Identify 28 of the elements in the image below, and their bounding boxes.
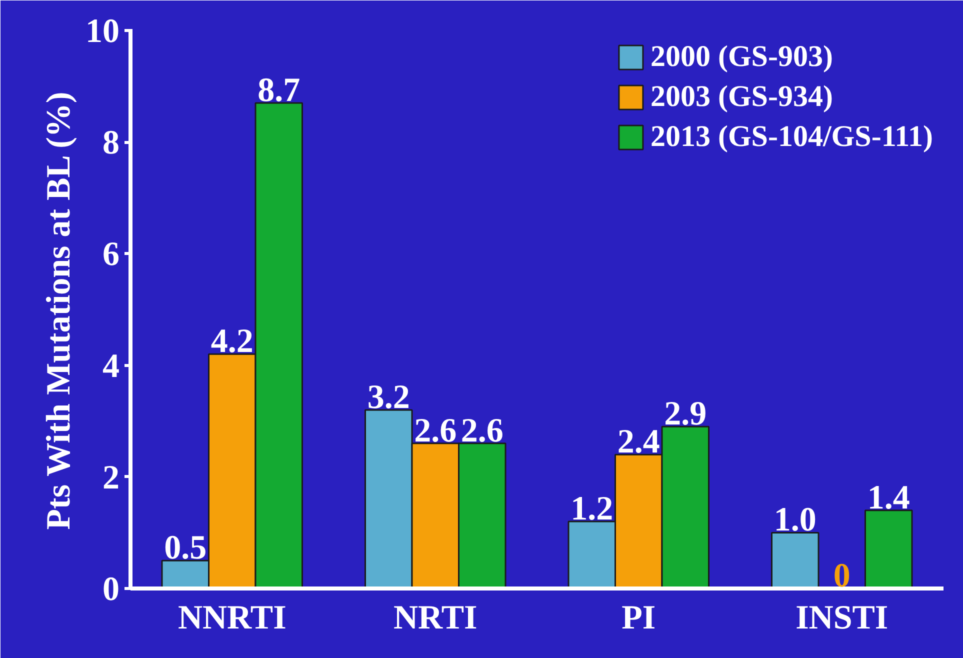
y-axis-title: Pts With Mutations at BL (%): [40, 92, 78, 530]
data-label: 2.6: [414, 412, 457, 450]
y-tick-label: 6: [102, 236, 120, 274]
legend-label: 2013 (GS-104/GS-111): [650, 120, 933, 154]
data-label: 1.0: [774, 502, 816, 539]
x-tick-label: INSTI: [796, 600, 888, 636]
data-label: 2.9: [664, 396, 707, 433]
data-label: 8.7: [258, 72, 300, 110]
data-label: 1.2: [570, 490, 614, 528]
data-label: 2.4: [617, 424, 660, 461]
legend-label: 2000 (GS-903): [650, 40, 833, 74]
x-tick-label: PI: [622, 600, 656, 636]
y-tick-label: 0: [102, 571, 120, 608]
x-tick-label: NNRTI: [178, 600, 286, 636]
data-label: 3.2: [367, 378, 410, 416]
data-label: 2.6: [460, 412, 504, 450]
bar: [864, 510, 913, 588]
data-label: 1.4: [867, 479, 910, 516]
x-tick-label: NRTI: [393, 600, 478, 636]
data-label: 4.2: [210, 323, 254, 360]
y-tick-label: 10: [86, 13, 120, 50]
data-label: 0: [833, 558, 850, 594]
legend-label: 2003 (GS-934): [650, 80, 833, 114]
y-tick-label: 4: [102, 348, 120, 385]
data-label: 0.5: [164, 530, 207, 567]
y-tick-label: 8: [102, 124, 120, 162]
y-tick-label: 2: [102, 459, 120, 496]
bar: [771, 532, 820, 588]
